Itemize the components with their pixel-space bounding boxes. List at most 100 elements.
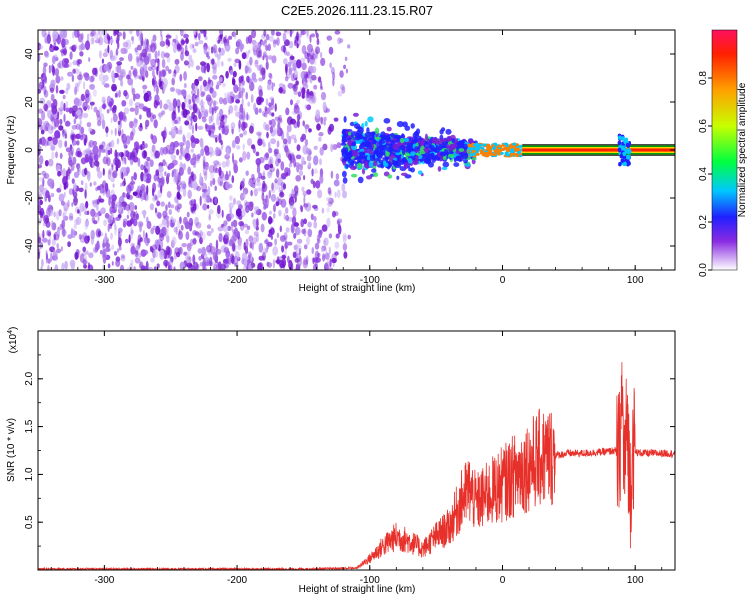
spectrogram-noise-cell — [231, 221, 234, 227]
spectrogram-noise-cell — [238, 60, 242, 70]
spectrogram-noise-cell — [295, 191, 299, 197]
spectrogram-noise-cell — [177, 105, 180, 114]
spectrogram-noise-cell — [132, 67, 138, 78]
spectrogram-noise-cell — [323, 237, 329, 247]
spectrogram-noise-cell — [223, 220, 228, 226]
spectrogram-noise-cell — [58, 193, 65, 202]
spectrogram-noise-cell — [298, 248, 301, 256]
spectrogram-noise-cell — [197, 76, 203, 82]
spectrogram-noise-cell — [215, 167, 219, 174]
spectrogram-noise-cell — [98, 36, 104, 46]
spectrogram-noise-cell — [327, 187, 332, 195]
spectrogram-noise-cell — [202, 79, 207, 87]
spectrogram-noise-cell — [294, 190, 297, 198]
x-tick-label: -300 — [94, 275, 114, 286]
spectrogram-noise-cell — [66, 121, 72, 126]
spectrogram-noise-cell — [242, 177, 246, 184]
spectrogram-noise-cell — [178, 142, 185, 147]
spectrogram-noise-cell — [156, 200, 161, 207]
spectrogram-signal-cell — [431, 137, 438, 144]
spectrogram-noise-cell — [72, 182, 77, 191]
spectrogram-noise-cell — [135, 210, 138, 220]
spectrogram-noise-cell — [272, 246, 279, 256]
spectrogram-noise-cell — [39, 242, 44, 249]
spectrogram-noise-cell — [50, 93, 55, 102]
spectrogram-noise-cell — [302, 190, 308, 197]
spectrogram-noise-cell — [326, 35, 333, 41]
spectrogram-noise-cell — [197, 153, 202, 159]
spectrogram-noise-cell — [242, 187, 249, 195]
y-multiplier: (x104) — [7, 327, 19, 354]
spectrogram-noise-cell — [212, 69, 217, 75]
spectrogram-noise-cell — [223, 116, 227, 125]
spectrogram-noise-cell — [270, 118, 276, 128]
spectrogram-noise-cell — [39, 97, 46, 105]
spectrogram-signal-cell — [404, 162, 409, 170]
spectrogram-noise-cell — [184, 153, 189, 159]
spectrogram-noise-cell — [165, 34, 172, 39]
spectrogram-noise-cell — [136, 213, 139, 220]
spectrogram-noise-cell — [149, 245, 153, 252]
spectrogram-noise-cell — [296, 144, 301, 152]
spectrogram-signal-cell — [504, 142, 509, 146]
spectrogram-noise-cell — [309, 34, 312, 44]
spectrogram-noise-cell — [263, 30, 267, 37]
spectrogram-noise-cell — [266, 131, 269, 139]
spectrogram-noise-cell — [144, 124, 148, 130]
spectrogram-noise-cell — [215, 137, 218, 143]
spectrogram-noise-cell — [117, 233, 122, 238]
spectrogram-noise-cell — [153, 99, 158, 109]
spectrogram-noise-cell — [328, 246, 331, 255]
spectrogram-noise-cell — [207, 77, 211, 86]
spectrogram-noise-cell — [265, 124, 270, 131]
spectrogram-signal-cell — [410, 123, 415, 129]
spectrogram-signal-cell — [344, 147, 349, 154]
spectrogram-noise-cell — [249, 56, 253, 66]
spectrogram-signal-cell — [343, 154, 348, 162]
spectrogram-noise-cell — [251, 30, 257, 39]
spectrogram-noise-cell — [110, 139, 115, 148]
spectrogram-noise-cell — [300, 218, 305, 228]
spectrogram-noise-cell — [110, 177, 115, 183]
spectrogram-noise-cell — [119, 264, 125, 270]
spectrogram-noise-cell — [266, 261, 270, 267]
spectrogram-noise-cell — [178, 116, 181, 122]
spectrogram-noise-cell — [134, 105, 139, 116]
spectrogram-noise-cell — [231, 96, 235, 103]
spectrogram-noise-cell — [87, 104, 90, 111]
spectrogram-noise-cell — [222, 225, 229, 232]
spectrogram-noise-cell — [122, 31, 126, 40]
spectrogram-noise-cell — [186, 211, 190, 218]
spectrogram-signal-cell — [465, 163, 471, 167]
spectrogram-noise-cell — [110, 232, 113, 240]
spectrogram-noise-cell — [248, 235, 254, 242]
spectrogram-noise-cell — [293, 232, 297, 239]
spectrogram-noise-cell — [77, 151, 83, 158]
spectrogram-noise-cell — [248, 179, 254, 186]
spectrogram-noise-cell — [209, 170, 215, 180]
spectrogram-signal-cell — [407, 157, 413, 164]
spectrogram-noise-cell — [335, 233, 340, 239]
spectrogram-noise-cell — [218, 166, 222, 176]
spectrogram-noise-cell — [343, 251, 348, 259]
spectrogram-noise-cell — [262, 180, 266, 189]
spectrogram-noise-cell — [115, 259, 121, 268]
spectrogram-noise-cell — [195, 122, 198, 132]
spectrogram-noise-cell — [162, 159, 166, 167]
spectrogram-noise-cell — [136, 44, 142, 51]
spectrogram-noise-cell — [61, 49, 65, 56]
spectrogram-noise-cell — [38, 138, 42, 145]
spectrogram-noise-cell — [323, 120, 326, 126]
spectrogram-noise-cell — [137, 157, 141, 167]
spectrogram-signal-cell — [358, 155, 365, 160]
spectrogram-signal-cell — [340, 142, 347, 146]
spectrogram-noise-cell — [180, 89, 187, 97]
spectrogram-noise-cell — [304, 124, 310, 130]
spectrogram-signal-cell — [366, 175, 373, 180]
spectrogram-noise-cell — [290, 99, 293, 106]
y-multiplier-suffix: ) — [8, 327, 19, 330]
spectrogram-noise-cell — [115, 39, 119, 44]
spectrogram-noise-cell — [174, 205, 179, 211]
spectrogram-noise-cell — [282, 138, 288, 145]
spectrogram-noise-cell — [134, 257, 141, 264]
